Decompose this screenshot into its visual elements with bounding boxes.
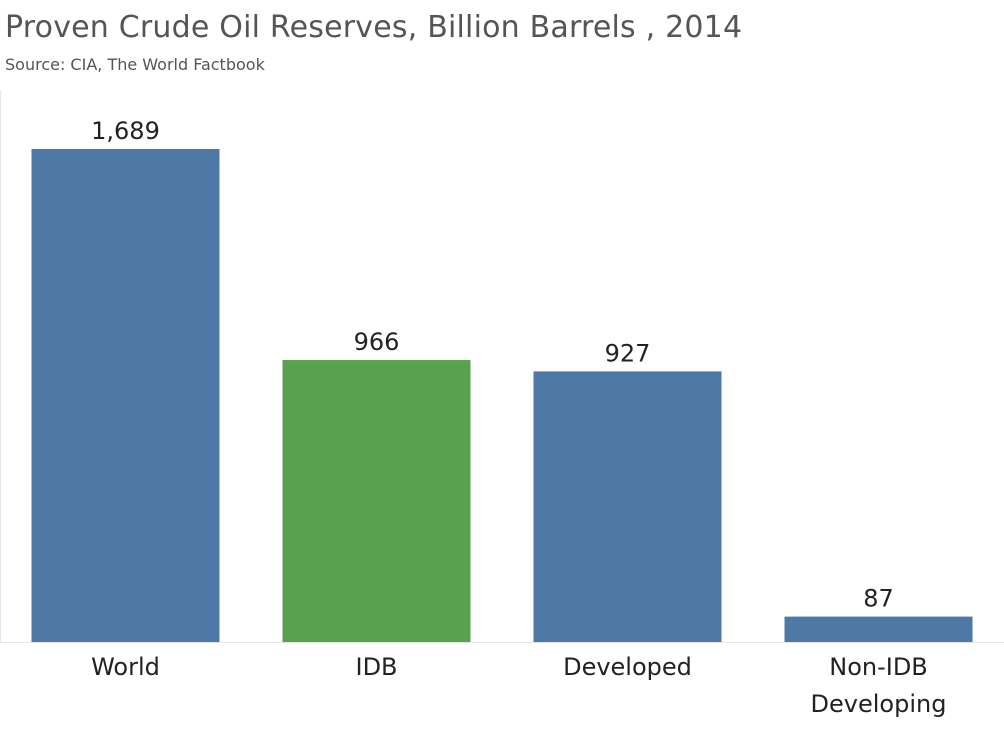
chart-subtitle: Source: CIA, The World Factbook <box>5 55 265 74</box>
value-label-3: 87 <box>863 585 894 613</box>
bar-0[interactable] <box>31 149 220 642</box>
value-label-2: 927 <box>605 339 651 367</box>
value-label-0: 1,689 <box>91 117 160 145</box>
x-tick-label-3-1: Developing <box>811 690 947 718</box>
value-label-1: 966 <box>354 328 400 356</box>
x-tick-label-1-0: IDB <box>355 653 397 681</box>
x-tick-label-2-0: Developed <box>563 653 692 681</box>
bar-3[interactable] <box>784 616 973 642</box>
bar-1[interactable] <box>282 360 471 642</box>
x-tick-label-3-0: Non-IDB <box>829 653 928 681</box>
x-tick-label-0-0: World <box>91 653 160 681</box>
chart-title: Proven Crude Oil Reserves, Billion Barre… <box>5 10 743 45</box>
bar-2[interactable] <box>533 371 722 642</box>
